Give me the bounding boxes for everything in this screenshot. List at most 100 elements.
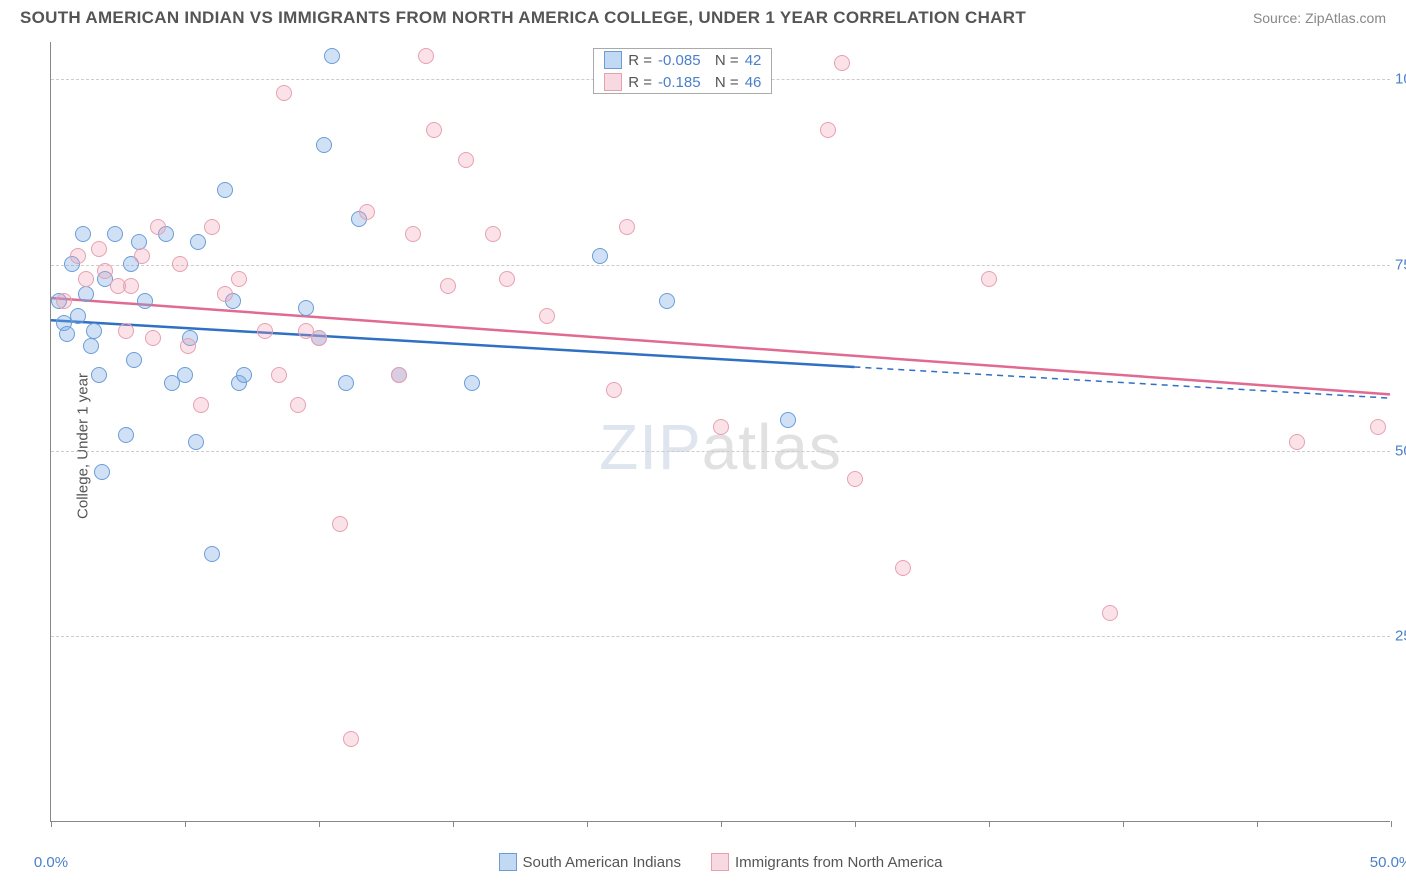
scatter-point [332, 516, 348, 532]
scatter-point [1289, 434, 1305, 450]
chart-header: SOUTH AMERICAN INDIAN VS IMMIGRANTS FROM… [0, 0, 1406, 32]
x-tick-label: 0.0% [34, 854, 68, 871]
legend-swatch-icon [499, 853, 517, 871]
trend-line-dashed [854, 367, 1390, 398]
scatter-point [338, 375, 354, 391]
scatter-point [820, 122, 836, 138]
x-tick [319, 821, 320, 827]
scatter-point [257, 323, 273, 339]
y-tick-label: 75.0% [1395, 256, 1406, 273]
scatter-point [895, 560, 911, 576]
x-tick [1257, 821, 1258, 827]
x-tick [855, 821, 856, 827]
scatter-point [204, 546, 220, 562]
scatter-point [981, 271, 997, 287]
legend-swatch-icon [604, 73, 622, 91]
x-tick-label: 50.0% [1370, 854, 1406, 871]
stat-N-label: N = [707, 52, 739, 69]
y-tick-label: 50.0% [1395, 442, 1406, 459]
scatter-point [659, 293, 675, 309]
scatter-point [118, 427, 134, 443]
scatter-point [56, 293, 72, 309]
x-tick [989, 821, 990, 827]
scatter-point [204, 219, 220, 235]
scatter-point [97, 263, 113, 279]
stat-N-value: 46 [745, 74, 762, 91]
scatter-point [177, 367, 193, 383]
stat-R-label: R = [628, 52, 652, 69]
x-tick [453, 821, 454, 827]
y-tick-label: 25.0% [1395, 628, 1406, 645]
scatter-point [75, 226, 91, 242]
scatter-point [464, 375, 480, 391]
scatter-point [343, 731, 359, 747]
scatter-point [150, 219, 166, 235]
y-tick-label: 100.0% [1395, 71, 1406, 88]
legend-swatch-icon [711, 853, 729, 871]
scatter-point [70, 248, 86, 264]
x-tick [1123, 821, 1124, 827]
scatter-point [418, 48, 434, 64]
scatter-point [193, 397, 209, 413]
scatter-point [298, 300, 314, 316]
legend-label: South American Indians [523, 854, 681, 871]
scatter-point [606, 382, 622, 398]
scatter-point [780, 412, 796, 428]
x-tick [51, 821, 52, 827]
bottom-legend: South American Indians Immigrants from No… [499, 853, 943, 871]
chart-source: Source: ZipAtlas.com [1253, 10, 1386, 26]
x-tick [1391, 821, 1392, 827]
chart-title: SOUTH AMERICAN INDIAN VS IMMIGRANTS FROM… [20, 8, 1026, 28]
watermark-zip: ZIP [599, 411, 702, 483]
stat-R-value: -0.185 [658, 74, 701, 91]
scatter-point [713, 419, 729, 435]
scatter-point [83, 338, 99, 354]
scatter-point [131, 234, 147, 250]
scatter-point [91, 367, 107, 383]
scatter-point [1370, 419, 1386, 435]
legend-item: Immigrants from North America [711, 853, 943, 871]
scatter-point [271, 367, 287, 383]
legend-label: Immigrants from North America [735, 854, 943, 871]
scatter-point [311, 330, 327, 346]
stat-R-label: R = [628, 74, 652, 91]
scatter-point [217, 286, 233, 302]
correlation-stats-box: R = -0.085 N = 42R = -0.185 N = 46 [593, 48, 772, 94]
stat-N-value: 42 [745, 52, 762, 69]
stat-row: R = -0.185 N = 46 [594, 71, 771, 93]
scatter-point [324, 48, 340, 64]
scatter-point [126, 352, 142, 368]
scatter-point [619, 219, 635, 235]
scatter-point [78, 271, 94, 287]
trend-line [51, 298, 1390, 394]
gridline-h [51, 265, 1390, 266]
scatter-point [231, 271, 247, 287]
scatter-point [236, 367, 252, 383]
stat-row: R = -0.085 N = 42 [594, 49, 771, 71]
scatter-point [172, 256, 188, 272]
scatter-point [290, 397, 306, 413]
scatter-point [107, 226, 123, 242]
stat-N-label: N = [707, 74, 739, 91]
chart-plot-area: ZIPatlas R = -0.085 N = 42R = -0.185 N =… [50, 42, 1390, 822]
scatter-point [123, 278, 139, 294]
x-tick [721, 821, 722, 827]
x-tick [587, 821, 588, 827]
scatter-point [426, 122, 442, 138]
scatter-point [70, 308, 86, 324]
scatter-point [592, 248, 608, 264]
scatter-point [134, 248, 150, 264]
scatter-point [188, 434, 204, 450]
scatter-point [118, 323, 134, 339]
legend-swatch-icon [604, 51, 622, 69]
scatter-point [405, 226, 421, 242]
scatter-point [217, 182, 233, 198]
scatter-point [359, 204, 375, 220]
scatter-point [539, 308, 555, 324]
scatter-point [499, 271, 515, 287]
scatter-point [180, 338, 196, 354]
scatter-point [94, 464, 110, 480]
scatter-point [78, 286, 94, 302]
gridline-h [51, 451, 1390, 452]
scatter-point [91, 241, 107, 257]
